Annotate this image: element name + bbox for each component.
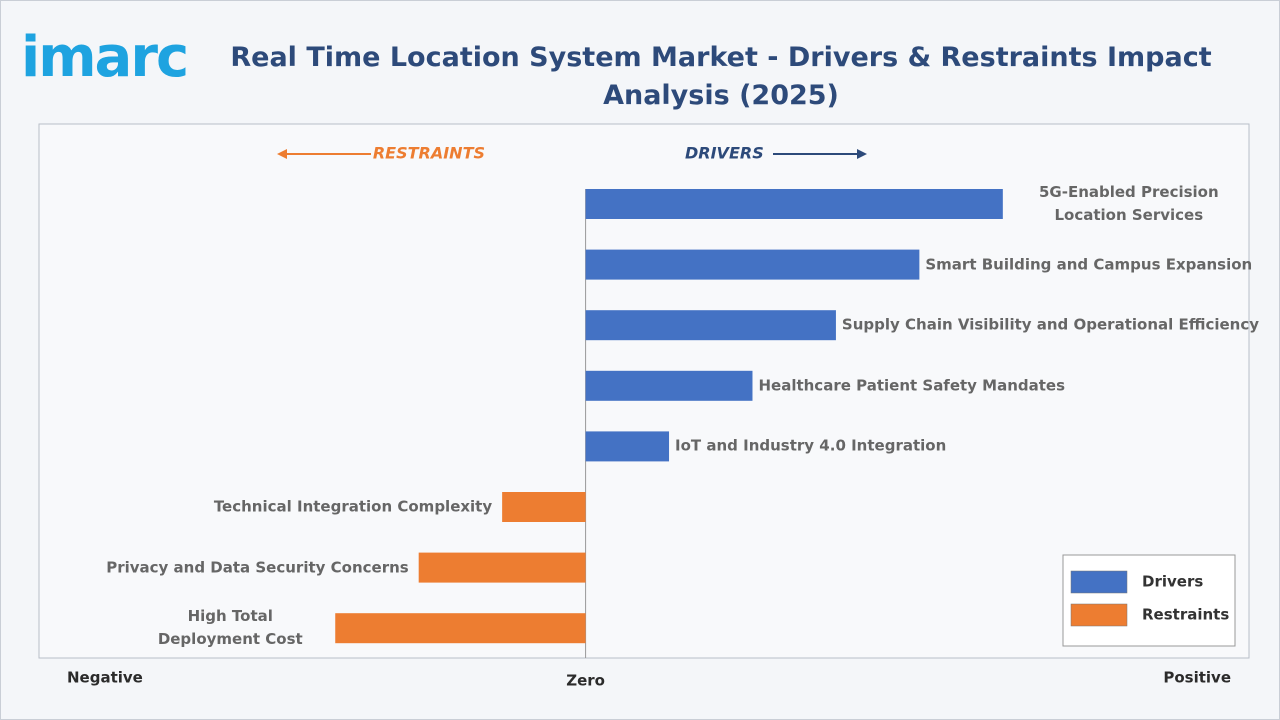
bar [585, 249, 920, 280]
x-tick-label: Negative [67, 669, 143, 687]
drivers-label: DRIVERS [685, 144, 764, 163]
legend-label: Restraints [1142, 606, 1229, 624]
bar [418, 552, 586, 583]
bar [335, 613, 586, 644]
x-tick-label: Positive [1163, 669, 1231, 687]
arrow-head [277, 149, 287, 159]
bar [585, 370, 753, 401]
bar [585, 189, 1003, 219]
legend [1062, 554, 1236, 647]
category-label: Smart Building and Campus Expansion [925, 255, 1253, 274]
category-label: Supply Chain Visibility and Operational … [841, 315, 1260, 334]
category-label: IoT and Industry 4.0 Integration [675, 436, 947, 455]
x-tick-label: Zero [566, 672, 605, 690]
logo: imarc [21, 25, 189, 90]
legend-swatch [1070, 603, 1128, 627]
legend-label: Drivers [1142, 573, 1203, 591]
chart-title: Real Time Location System Market - Drive… [230, 42, 1212, 111]
arrow-head [857, 149, 867, 159]
category-label: High Total Deployment Cost [157, 607, 303, 649]
category-label: Technical Integration Complexity [213, 497, 493, 516]
bar [585, 310, 836, 341]
category-label: Healthcare Patient Safety Mandates [758, 376, 1066, 395]
category-label: Privacy and Data Security Concerns [106, 558, 409, 577]
bar [585, 431, 670, 462]
legend-swatch [1070, 570, 1128, 594]
restraints-label: RESTRAINTS [373, 144, 485, 163]
category-label: 5G-Enabled Precision Location Services [1038, 183, 1219, 224]
bar [502, 492, 586, 522]
